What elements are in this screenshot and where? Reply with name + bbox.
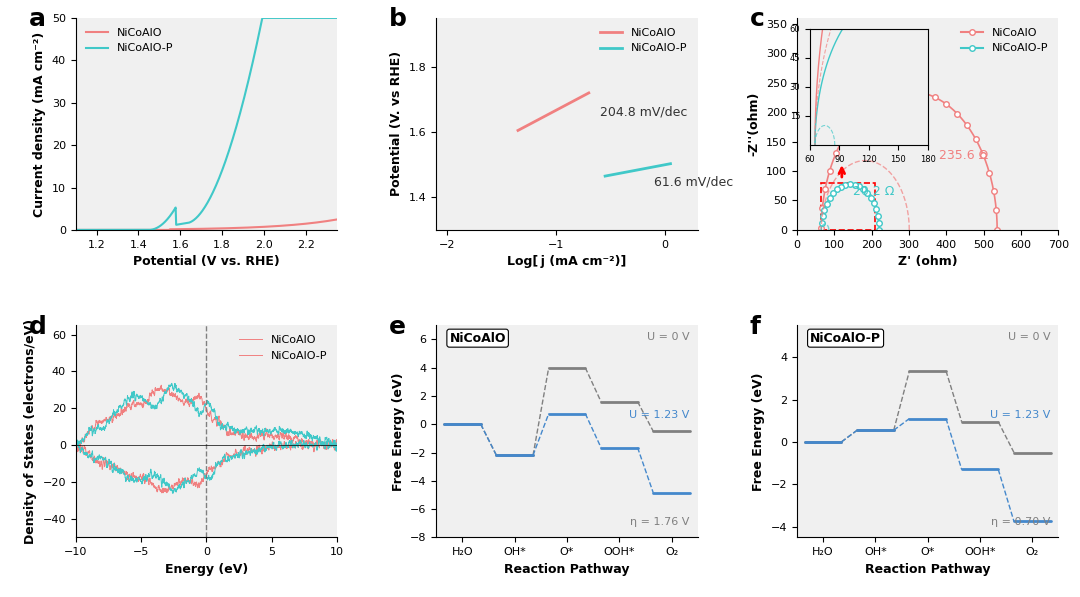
- X-axis label: Energy (eV): Energy (eV): [164, 562, 248, 576]
- Text: U = 1.23 V: U = 1.23 V: [630, 410, 690, 420]
- NiCoAlO-P: [325, 14, 338, 21]
- X-axis label: Potential (V vs. RHE): Potential (V vs. RHE): [133, 255, 280, 268]
- Y-axis label: Free Energy (eV): Free Energy (eV): [392, 372, 405, 491]
- Y-axis label: Potential (V. vs RHE): Potential (V. vs RHE): [390, 51, 403, 196]
- Y-axis label: Density of States (electrons/eV): Density of States (electrons/eV): [24, 319, 37, 544]
- NiCoAlO-P: [225, 140, 238, 147]
- NiCoAlO: [211, 225, 224, 232]
- Text: f: f: [750, 315, 760, 338]
- Text: U = 0 V: U = 0 V: [1008, 332, 1051, 341]
- Y-axis label: Free Energy (eV): Free Energy (eV): [753, 372, 766, 491]
- Line: NiCoAlO: NiCoAlO: [76, 220, 337, 230]
- X-axis label: Log[ j (mA cm⁻²)]: Log[ j (mA cm⁻²)]: [508, 255, 626, 268]
- NiCoAlO: [69, 226, 82, 233]
- Text: 61.6 mV/dec: 61.6 mV/dec: [654, 176, 733, 189]
- NiCoAlO-P: [193, 211, 206, 218]
- Text: d: d: [28, 315, 46, 338]
- NiCoAlO-P: [256, 14, 269, 21]
- NiCoAlO: [330, 216, 343, 223]
- NiCoAlO: [194, 225, 207, 232]
- X-axis label: Z' (ohm): Z' (ohm): [897, 255, 958, 268]
- Text: c: c: [750, 7, 765, 31]
- Text: a: a: [28, 7, 45, 31]
- Line: NiCoAlO-P: NiCoAlO-P: [76, 18, 337, 230]
- Text: U = 1.23 V: U = 1.23 V: [990, 410, 1051, 420]
- NiCoAlO-P: [211, 180, 224, 187]
- Bar: [821, 183, 876, 230]
- Text: e: e: [389, 315, 406, 338]
- Legend: NiCoAlO, NiCoAlO-P: NiCoAlO, NiCoAlO-P: [596, 23, 692, 58]
- X-axis label: Reaction Pathway: Reaction Pathway: [504, 562, 630, 576]
- NiCoAlO-P: [194, 208, 207, 216]
- Text: NiCoAlO-P: NiCoAlO-P: [810, 332, 881, 344]
- NiCoAlO: [193, 225, 206, 232]
- Text: U = 0 V: U = 0 V: [647, 332, 690, 341]
- Text: 204.8 mV/dec: 204.8 mV/dec: [599, 106, 687, 119]
- Text: NiCoAlO: NiCoAlO: [449, 332, 505, 344]
- Legend: NiCoAlO, NiCoAlO-P: NiCoAlO, NiCoAlO-P: [235, 331, 332, 365]
- NiCoAlO-P: [330, 14, 343, 21]
- NiCoAlO-P: [69, 226, 82, 233]
- NiCoAlO: [283, 221, 296, 229]
- Text: η = 0.70 V: η = 0.70 V: [991, 516, 1051, 527]
- Text: 235.6 Ω: 235.6 Ω: [939, 149, 988, 162]
- Legend: NiCoAlO, NiCoAlO-P: NiCoAlO, NiCoAlO-P: [957, 23, 1053, 58]
- Y-axis label: -Z''(ohm): -Z''(ohm): [747, 92, 760, 156]
- X-axis label: Reaction Pathway: Reaction Pathway: [865, 562, 990, 576]
- Legend: NiCoAlO, NiCoAlO-P: NiCoAlO, NiCoAlO-P: [81, 23, 177, 58]
- Text: 20.2 Ω: 20.2 Ω: [853, 184, 894, 198]
- NiCoAlO: [324, 217, 337, 224]
- Text: b: b: [389, 7, 407, 31]
- Y-axis label: Current density (mA cm⁻²): Current density (mA cm⁻²): [33, 31, 46, 217]
- NiCoAlO: [225, 224, 238, 232]
- Text: η = 1.76 V: η = 1.76 V: [631, 516, 690, 527]
- NiCoAlO-P: [284, 14, 297, 21]
